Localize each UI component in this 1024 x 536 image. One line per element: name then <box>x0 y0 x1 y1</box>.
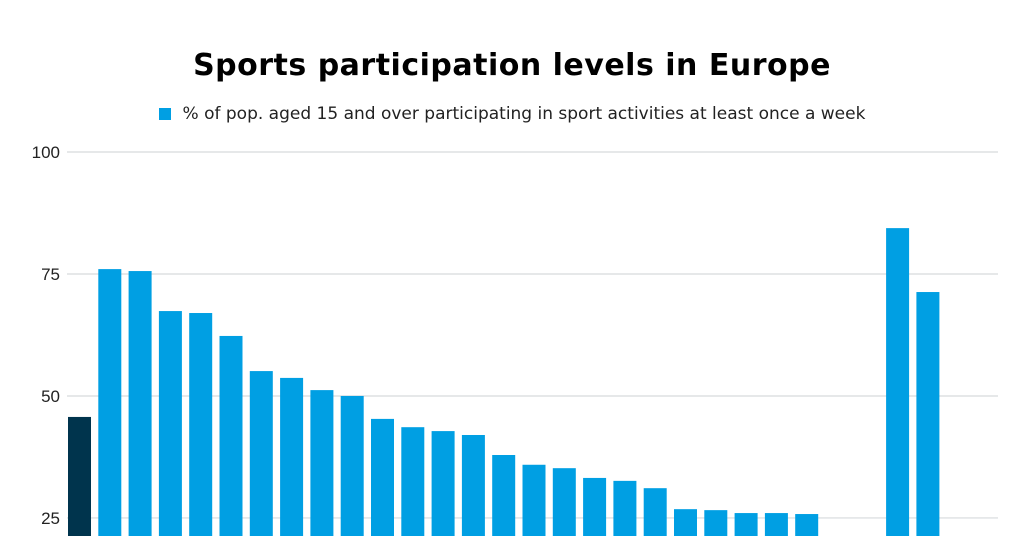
bar[interactable] <box>795 514 819 536</box>
bar[interactable] <box>68 416 91 536</box>
bar[interactable] <box>219 335 243 536</box>
legend-label: % of pop. aged 15 and over participating… <box>182 104 866 124</box>
bar[interactable] <box>128 271 152 536</box>
bar[interactable] <box>340 395 364 536</box>
bar[interactable] <box>492 455 516 536</box>
bar[interactable] <box>371 418 394 536</box>
bar[interactable] <box>583 477 607 536</box>
bar[interactable] <box>643 488 667 536</box>
bar[interactable] <box>310 390 334 536</box>
legend: % of pop. aged 15 and over participating… <box>0 104 1024 124</box>
y-tick-label: 25 <box>41 509 60 528</box>
bar[interactable] <box>552 468 576 536</box>
bar[interactable] <box>674 509 697 536</box>
bar[interactable] <box>734 513 758 536</box>
bar[interactable] <box>280 377 304 536</box>
y-tick-label: 75 <box>41 265 60 284</box>
bar[interactable] <box>704 510 728 536</box>
bar[interactable] <box>522 464 546 536</box>
bar[interactable] <box>613 480 637 536</box>
bar[interactable] <box>249 371 273 536</box>
bar[interactable] <box>764 513 788 536</box>
y-tick-label: 50 <box>41 387 60 406</box>
bar[interactable] <box>886 228 910 536</box>
bar[interactable] <box>431 431 455 536</box>
bar[interactable] <box>158 311 182 536</box>
y-tick-label: 100 <box>32 143 60 162</box>
chart-title: Sports participation levels in Europe <box>193 48 831 83</box>
bar[interactable] <box>98 269 122 536</box>
bar[interactable] <box>401 427 425 536</box>
bar[interactable] <box>189 313 213 536</box>
legend-swatch <box>158 108 171 120</box>
bar[interactable] <box>461 434 485 536</box>
bar[interactable] <box>916 292 940 536</box>
